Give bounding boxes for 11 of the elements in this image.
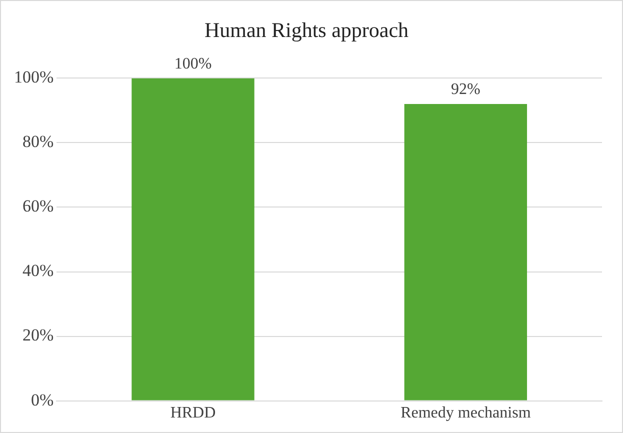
y-tick-label: 0% bbox=[30, 390, 54, 410]
data-label: 92% bbox=[451, 81, 480, 98]
x-tick-label: HRDD bbox=[170, 404, 216, 422]
chart-title: Human Rights approach bbox=[204, 18, 410, 42]
y-tick-label: 40% bbox=[22, 261, 54, 280]
y-tick-label: 80% bbox=[22, 132, 54, 152]
y-tick-label: 60% bbox=[22, 196, 54, 216]
y-tick-label: 100% bbox=[14, 68, 54, 87]
data-label: 100% bbox=[174, 55, 212, 72]
y-tick-label: 20% bbox=[22, 326, 54, 345]
x-tick-label: Remedy mechanism bbox=[400, 404, 532, 422]
